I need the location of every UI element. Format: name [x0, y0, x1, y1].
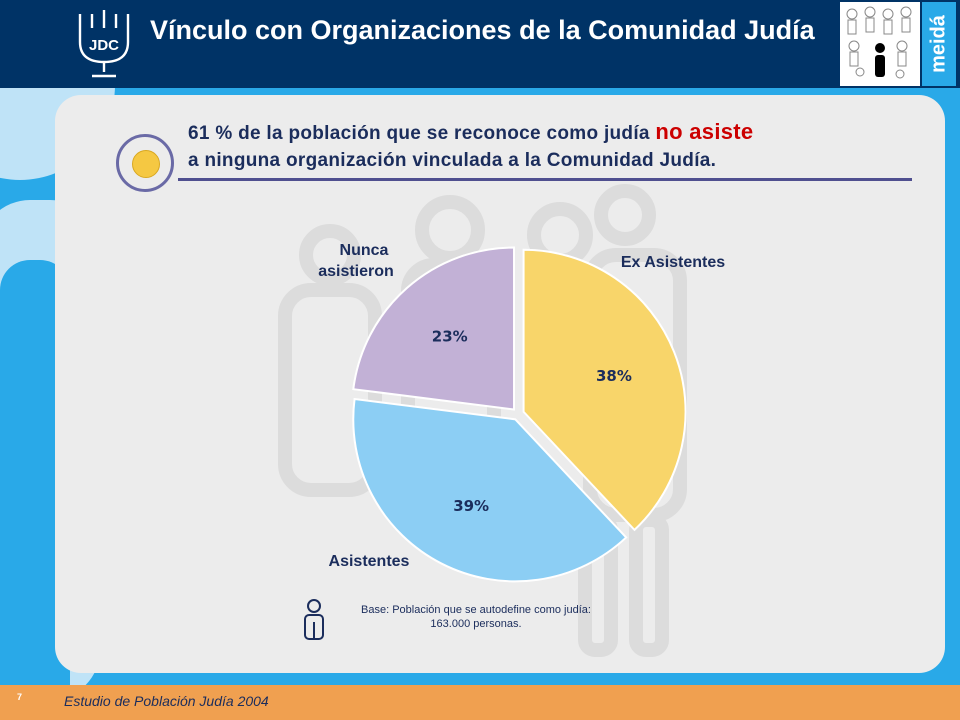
jdc-logo: JDC	[78, 10, 130, 78]
people-crowd-icon	[840, 2, 920, 86]
page-number: 7	[17, 692, 23, 702]
headline-text-cont: a ninguna organización vinculada a la Co…	[188, 150, 717, 171]
footer-bar	[0, 685, 960, 720]
page-title: Vínculo con Organizaciones de la Comunid…	[150, 15, 815, 45]
pie-category-label-1: Ex Asistentes	[621, 254, 725, 271]
bullet-dot-icon	[132, 150, 160, 178]
pie-slice-1	[522, 248, 687, 532]
base-note-line1: Base: Población que se autodefine como j…	[361, 604, 591, 616]
headline-text: 61 % de la población que se reconoce com…	[188, 123, 656, 144]
brand-meida: meidá	[922, 2, 956, 86]
headline-emphasis: no asiste	[655, 119, 754, 144]
pie-value-label-3: 23%	[432, 328, 468, 346]
header-bar	[0, 0, 960, 88]
pie-value-label-1: 38%	[596, 367, 632, 385]
footer-text: Estudio de Población Judía 2004	[64, 693, 269, 709]
pie-category-label-2: Asistentes	[329, 553, 410, 570]
headline: 61 % de la población que se reconoce com…	[188, 118, 918, 174]
pie-value-label-2: 39%	[453, 497, 489, 515]
logo-text: JDC	[89, 37, 119, 54]
pie-slice-2	[352, 397, 628, 583]
pie-category-label-3: Nunca asistieron	[318, 242, 394, 280]
base-note-line2: 163.000 personas.	[430, 618, 522, 630]
pie-slice-3	[352, 246, 516, 411]
base-note: Base: Población que se autodefine como j…	[326, 603, 626, 631]
headline-divider	[178, 178, 912, 181]
